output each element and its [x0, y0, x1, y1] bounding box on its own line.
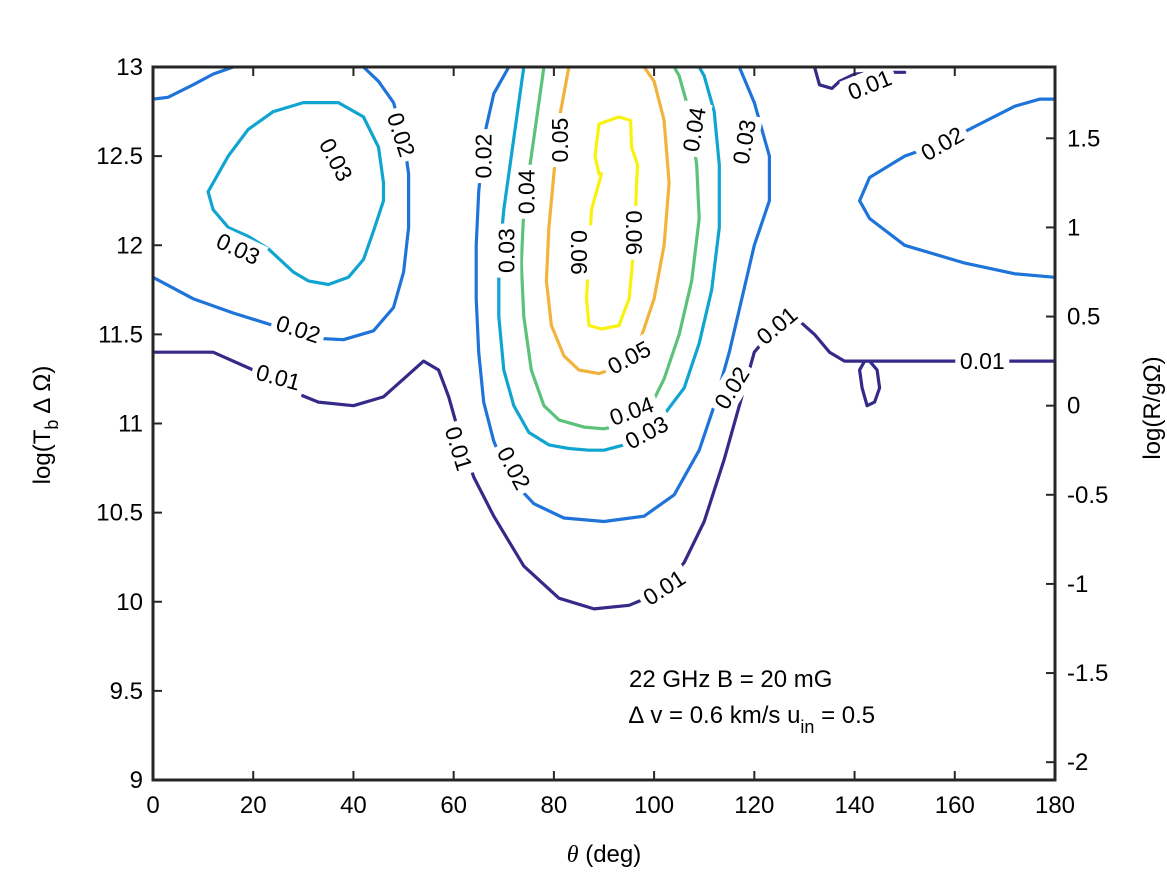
right-y-tick-label: -2 — [1067, 749, 1088, 776]
contour-label-bg — [492, 223, 521, 278]
left-y-tick-label: 12.5 — [96, 143, 143, 170]
annotation: 22 GHz B = 20 mG ∆ v = 0.6 km/s uin = 0.… — [629, 666, 875, 737]
contour-line-0-04-1 — [519, 65, 701, 431]
x-tick-label: 40 — [340, 792, 367, 819]
contour-label-0-03-5: 0.03 — [725, 112, 763, 171]
left-y-tick-label: 10.5 — [96, 500, 143, 527]
contour-label-bg — [207, 224, 269, 273]
contour-label-text: 0.06 — [566, 230, 592, 275]
contour-label-bg — [248, 356, 309, 398]
left-y-tick-label: 9.5 — [110, 678, 143, 705]
contour-label-text: 0.01 — [960, 348, 1005, 374]
contour-label-bg — [911, 117, 973, 170]
right-y-tick-label: 1 — [1067, 214, 1080, 241]
contour-label-bg — [512, 164, 541, 219]
annotation-line2-suffix: = 0.5 — [814, 702, 875, 729]
contour-label-0-05-1: 0.05 — [545, 113, 574, 168]
contour-line-0-05-1 — [544, 65, 671, 376]
contour-label-bg — [310, 129, 361, 191]
x-tick-label: 100 — [634, 792, 674, 819]
contour-label-bg — [601, 388, 662, 434]
right-y-tick-label: 1.5 — [1067, 125, 1100, 152]
x-tick-label: 80 — [541, 792, 568, 819]
contour-label-text: 0.06 — [621, 210, 647, 255]
contour-label-bg — [437, 418, 480, 479]
contour-label-bg — [469, 129, 498, 184]
x-tick-label: 160 — [935, 792, 975, 819]
annotation-line2-prefix: ∆ v = 0.6 km/s u — [629, 702, 800, 729]
contour-line-0-02-1 — [151, 65, 235, 101]
x-axis-title-symbol: θ — [567, 842, 579, 868]
right-y-tick-label: 0 — [1067, 393, 1080, 420]
contour-label-bg — [268, 307, 329, 351]
contour-label-text: 0.05 — [547, 118, 573, 163]
contour-label-0-02-3: 0.02 — [469, 129, 498, 184]
right-axis-title: log(R/gΩ) — [1139, 356, 1166, 459]
contour-label-bg — [725, 112, 763, 171]
annotation-line2-sub: in — [800, 717, 814, 737]
contour-lines — [151, 65, 1057, 611]
annotation-line1: 22 GHz B = 20 mG — [629, 666, 832, 693]
contour-label-bg — [564, 225, 593, 280]
contour-label-bg — [379, 104, 423, 165]
contour-label-bg — [675, 100, 713, 159]
axis-ticks: 0 20 40 60 80 100 120 140 160 18099.51010.51111.5… — [96, 54, 1108, 819]
contour-label-bg — [488, 437, 539, 499]
contour-label-0-03-3: 0.03 — [492, 223, 521, 278]
contour-label-0-06-1: 0.06 — [564, 225, 593, 280]
contour-label-bg — [545, 113, 574, 168]
contour-label-bg — [633, 561, 695, 614]
right-y-tick-label: 0.5 — [1067, 304, 1100, 331]
contour-label-0-06-2: 0.06 — [620, 205, 649, 260]
left-y-tick-label: 11 — [118, 411, 143, 438]
x-tick-label: 0 — [146, 792, 159, 819]
contour-label-bg — [598, 332, 660, 383]
contour-label-0-01-6: 0.01 — [955, 347, 1010, 376]
left-y-tick-label: 13 — [116, 54, 143, 81]
contour-line-0-02-3 — [474, 65, 771, 524]
contour-labels: 0.010.010.010.010.010.010.020.020.020.02… — [207, 61, 1010, 614]
right-y-tick-label: -1.5 — [1067, 660, 1108, 687]
contour-line-0-03-1 — [206, 101, 386, 287]
contour-label-text: 0.02 — [471, 134, 497, 179]
contour-label-bg — [616, 407, 678, 458]
contour-label-bg — [620, 205, 649, 260]
x-axis-title-unit: (deg) — [579, 841, 642, 868]
x-tick-label: 140 — [835, 792, 875, 819]
contour-label-bg — [839, 61, 900, 108]
contour-label-bg — [955, 347, 1010, 376]
left-axis-title-rest: ∆ Ω) — [29, 366, 56, 420]
contour-label-text: 0.03 — [493, 228, 519, 273]
contour-label-bg — [747, 297, 807, 354]
right-y-tick-label: -0.5 — [1067, 482, 1108, 509]
x-tick-label: 180 — [1035, 792, 1075, 819]
right-y-tick-label: -1 — [1067, 571, 1088, 598]
x-tick-label: 20 — [240, 792, 267, 819]
contour-label-0-04-3: 0.04 — [675, 100, 713, 159]
contour-line-0-06-1 — [584, 115, 640, 331]
annotation-line2: ∆ v = 0.6 km/s uin = 0.5 — [629, 702, 875, 737]
x-tick-label: 60 — [440, 792, 467, 819]
contour-line-0-01-1 — [151, 315, 1057, 611]
left-y-tick-label: 11.5 — [98, 321, 143, 348]
contour-label-text: 0.04 — [513, 169, 539, 214]
contour-label-bg — [705, 357, 758, 419]
left-y-tick-label: 12 — [116, 232, 143, 259]
left-y-tick-label: 10 — [116, 589, 143, 616]
left-axis-title-sub: b — [42, 420, 62, 430]
contour-label-0-04-1: 0.04 — [512, 164, 541, 219]
left-y-tick-label: 9 — [130, 767, 143, 794]
contour-line-0-02-4 — [858, 97, 1057, 279]
x-tick-label: 120 — [734, 792, 774, 819]
x-axis-title: θ (deg) — [567, 841, 642, 868]
